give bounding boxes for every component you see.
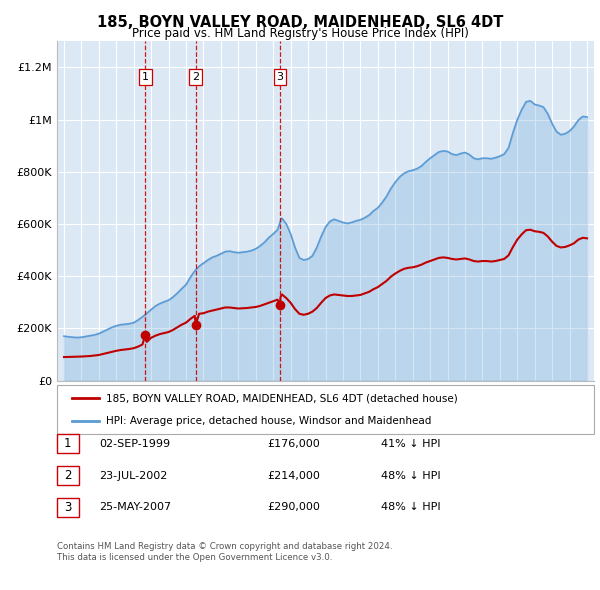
Text: £214,000: £214,000 bbox=[267, 471, 320, 480]
Text: Contains HM Land Registry data © Crown copyright and database right 2024.
This d: Contains HM Land Registry data © Crown c… bbox=[57, 542, 392, 562]
Text: 185, BOYN VALLEY ROAD, MAIDENHEAD, SL6 4DT (detached house): 185, BOYN VALLEY ROAD, MAIDENHEAD, SL6 4… bbox=[106, 394, 458, 404]
Text: 48% ↓ HPI: 48% ↓ HPI bbox=[381, 503, 440, 512]
Text: 3: 3 bbox=[277, 72, 283, 82]
Text: 2: 2 bbox=[64, 469, 71, 482]
Text: 48% ↓ HPI: 48% ↓ HPI bbox=[381, 471, 440, 480]
Text: Price paid vs. HM Land Registry's House Price Index (HPI): Price paid vs. HM Land Registry's House … bbox=[131, 27, 469, 40]
Text: 02-SEP-1999: 02-SEP-1999 bbox=[99, 439, 170, 448]
Text: 3: 3 bbox=[64, 501, 71, 514]
Text: 1: 1 bbox=[142, 72, 149, 82]
Text: £290,000: £290,000 bbox=[267, 503, 320, 512]
Text: 25-MAY-2007: 25-MAY-2007 bbox=[99, 503, 171, 512]
Text: 1: 1 bbox=[64, 437, 71, 450]
Text: 41% ↓ HPI: 41% ↓ HPI bbox=[381, 439, 440, 448]
Text: HPI: Average price, detached house, Windsor and Maidenhead: HPI: Average price, detached house, Wind… bbox=[106, 415, 431, 425]
Text: 185, BOYN VALLEY ROAD, MAIDENHEAD, SL6 4DT: 185, BOYN VALLEY ROAD, MAIDENHEAD, SL6 4… bbox=[97, 15, 503, 30]
Text: £176,000: £176,000 bbox=[267, 439, 320, 448]
Text: 23-JUL-2002: 23-JUL-2002 bbox=[99, 471, 167, 480]
Text: 2: 2 bbox=[192, 72, 199, 82]
